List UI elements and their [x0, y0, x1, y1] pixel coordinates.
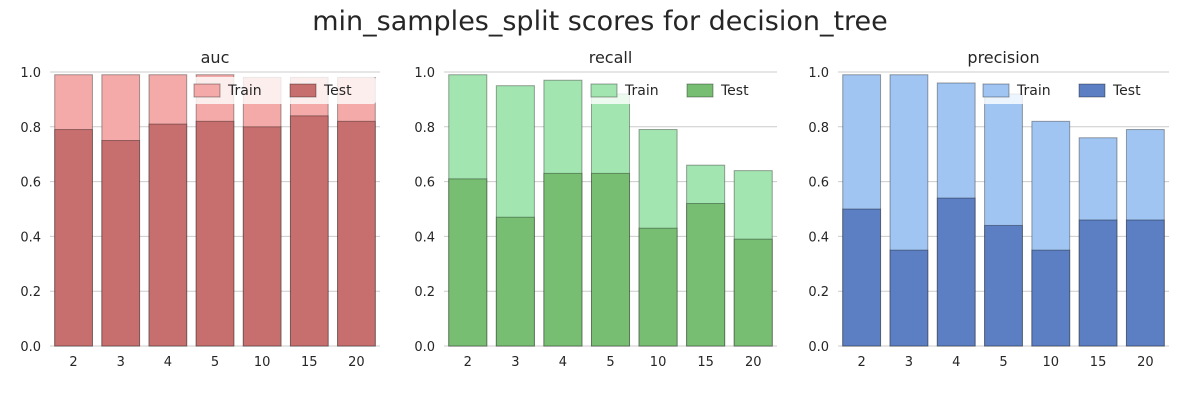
x-tick-label: 10	[254, 355, 271, 370]
x-tick-label: 15	[697, 355, 714, 370]
legend-swatch	[289, 83, 317, 98]
y-tick-label: 0.0	[808, 340, 829, 355]
bar-test-3	[495, 216, 535, 347]
chart-title: precision	[967, 48, 1039, 67]
x-tick-label: 20	[348, 355, 365, 370]
y-tick-label: 0.4	[808, 230, 829, 245]
y-tick-label: 1.0	[20, 66, 41, 81]
bar-test-2	[54, 129, 93, 347]
bar-test-4	[543, 172, 583, 347]
bar-test-20	[733, 238, 773, 347]
chart-title: recall	[589, 48, 633, 67]
y-tick-label: 0.6	[414, 176, 435, 191]
bar-test-4	[936, 197, 976, 347]
x-tick-label: 20	[1137, 355, 1154, 370]
bar-test-20	[1125, 219, 1165, 347]
y-tick-label: 0.2	[414, 285, 435, 300]
bar-test-5	[195, 120, 235, 347]
x-tick-label: 15	[301, 355, 318, 370]
legend-label: Test	[1112, 83, 1141, 99]
y-tick-label: 0.4	[20, 230, 41, 245]
bar-test-4	[148, 123, 188, 347]
legend-swatch	[982, 83, 1010, 98]
bar-test-5	[984, 224, 1023, 347]
x-tick-label: 5	[999, 355, 1007, 370]
legend-label: Test	[720, 83, 749, 99]
y-tick-label: 0.4	[414, 230, 435, 245]
x-tick-label: 3	[117, 355, 125, 370]
bar-test-10	[1031, 249, 1071, 347]
x-tick-label: 2	[69, 355, 77, 370]
x-tick-label: 3	[511, 355, 519, 370]
legend-label: Train	[624, 83, 659, 99]
y-tick-label: 1.0	[808, 66, 829, 81]
y-tick-label: 0.0	[20, 340, 41, 355]
legend-label: Train	[1016, 83, 1051, 99]
x-tick-label: 5	[211, 355, 219, 370]
legend-box	[585, 77, 773, 104]
legend-swatch	[686, 83, 714, 98]
bar-test-15	[1078, 219, 1118, 347]
bar-test-2	[448, 178, 488, 347]
x-tick-label: 2	[858, 355, 866, 370]
y-tick-label: 0.2	[808, 285, 829, 300]
chart-title: auc	[201, 48, 230, 67]
legend-swatch	[193, 83, 221, 98]
x-tick-label: 5	[606, 355, 614, 370]
x-tick-label: 2	[464, 355, 472, 370]
bar-test-15	[289, 115, 329, 347]
bar-test-15	[686, 203, 726, 347]
x-tick-label: 10	[1043, 355, 1060, 370]
x-tick-label: 10	[650, 355, 667, 370]
y-tick-label: 0.0	[414, 340, 435, 355]
bar-test-20	[337, 120, 376, 347]
bar-test-10	[638, 227, 678, 347]
bar-test-3	[889, 249, 929, 347]
legend-box	[188, 77, 376, 104]
legend-swatch	[590, 83, 618, 98]
legend-label: Train	[227, 83, 262, 99]
y-tick-label: 0.8	[808, 121, 829, 136]
x-tick-label: 4	[559, 355, 567, 370]
x-tick-label: 4	[164, 355, 172, 370]
x-tick-label: 4	[952, 355, 960, 370]
x-tick-label: 3	[905, 355, 913, 370]
y-tick-label: 1.0	[414, 66, 435, 81]
y-tick-label: 0.2	[20, 285, 41, 300]
y-tick-label: 0.6	[20, 176, 41, 191]
bar-test-10	[242, 126, 282, 347]
y-tick-label: 0.6	[808, 176, 829, 191]
x-tick-label: 15	[1090, 355, 1107, 370]
figure-title: min_samples_split scores for decision_tr…	[312, 6, 888, 37]
legend-label: Test	[323, 83, 352, 99]
y-tick-label: 0.8	[414, 121, 435, 136]
bar-test-5	[590, 172, 631, 347]
legend-box	[977, 77, 1165, 104]
bar-test-3	[101, 140, 141, 347]
legend-swatch	[1078, 83, 1106, 98]
bar-test-2	[842, 208, 882, 347]
x-tick-label: 20	[745, 355, 762, 370]
y-tick-label: 0.8	[20, 121, 41, 136]
